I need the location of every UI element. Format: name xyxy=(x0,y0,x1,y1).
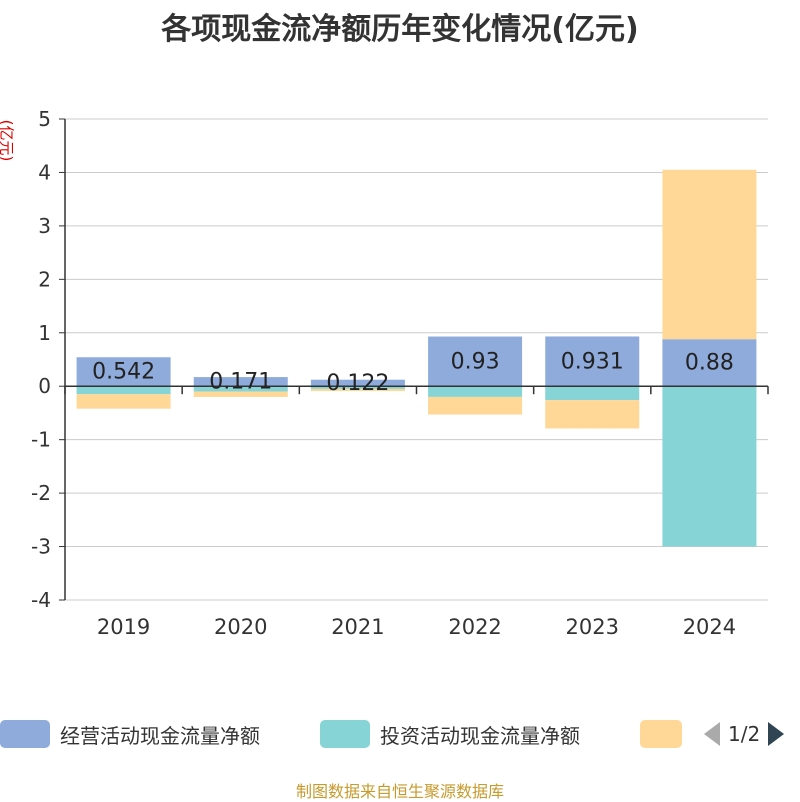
y-tick-label: -4 xyxy=(31,588,51,612)
bar-financing-2023 xyxy=(545,400,640,429)
legend: 经营活动现金流量净额 投资活动现金流量净额 1/2 xyxy=(0,716,800,752)
data-label-2024: 0.88 xyxy=(685,351,734,376)
y-tick-label: 2 xyxy=(38,267,51,291)
y-tick-label: -3 xyxy=(31,535,51,559)
legend-item-investing[interactable]: 投资活动现金流量净额 xyxy=(320,716,580,752)
bar-investing-2021 xyxy=(310,386,405,389)
legend-swatch-investing xyxy=(320,720,370,748)
data-label-2023: 0.931 xyxy=(561,349,624,374)
bar-operating-2021 xyxy=(310,379,405,387)
y-axis-unit: (亿元) xyxy=(0,119,16,162)
pager-next-icon[interactable] xyxy=(766,720,786,748)
x-tick-label-2023: 2023 xyxy=(566,615,619,639)
y-tick-label: -2 xyxy=(31,481,51,505)
x-tick-label-2024: 2024 xyxy=(683,615,736,639)
x-tick-label-2021: 2021 xyxy=(331,615,384,639)
bar-investing-2022 xyxy=(428,386,523,397)
bar-operating-2022 xyxy=(428,336,523,387)
legend-swatch-operating xyxy=(0,720,50,748)
pager-prev-icon[interactable] xyxy=(702,720,722,748)
bar-financing-2022 xyxy=(428,396,523,415)
y-tick-label: 1 xyxy=(38,321,51,345)
chart-area: 5 4 3 2 1 0 -1 -2 -3 -4 0.542 0.171 0.122 0.93 0.931 0.… xyxy=(31,107,769,639)
bar-investing-2019 xyxy=(76,386,171,395)
data-label-2020: 0.171 xyxy=(209,370,272,395)
y-tick-label: 5 xyxy=(38,107,51,131)
chart-title: 各项现金流净额历年变化情况(亿元) xyxy=(161,12,639,47)
x-tick-label-2020: 2020 xyxy=(214,615,267,639)
pager-text: 1/2 xyxy=(728,722,761,746)
legend-pager: 1/2 xyxy=(702,716,786,752)
y-tick-label: 0 xyxy=(38,374,51,398)
bar-investing-2020 xyxy=(193,386,288,392)
bar-financing-2024 xyxy=(662,169,757,340)
data-label-2022: 0.93 xyxy=(451,349,500,374)
legend-label-investing: 投资活动现金流量净额 xyxy=(380,723,580,748)
legend-item-financing[interactable] xyxy=(640,716,682,752)
bar-financing-2019 xyxy=(76,394,171,409)
data-label-2021: 0.122 xyxy=(326,371,389,396)
bar-operating-2024 xyxy=(662,339,757,387)
bar-investing-2024 xyxy=(662,386,757,547)
bar-operating-2019 xyxy=(76,357,171,387)
x-tick-label-2022: 2022 xyxy=(448,615,501,639)
y-tick-label: 3 xyxy=(38,214,51,238)
bar-financing-2021 xyxy=(310,388,405,392)
legend-swatch-financing xyxy=(640,720,682,748)
bar-operating-2020 xyxy=(193,377,288,387)
legend-item-operating[interactable]: 经营活动现金流量净额 xyxy=(0,716,260,752)
data-source: 制图数据来自恒生聚源数据库 xyxy=(295,782,504,801)
y-tick-label: -1 xyxy=(31,428,51,452)
y-tick-label: 4 xyxy=(38,160,51,184)
bar-investing-2023 xyxy=(545,386,640,401)
bar-operating-2023 xyxy=(545,336,640,387)
bar-financing-2020 xyxy=(193,391,288,397)
legend-label-operating: 经营活动现金流量净额 xyxy=(60,723,260,748)
x-tick-label-2019: 2019 xyxy=(97,615,150,639)
data-label-2019: 0.542 xyxy=(92,360,155,385)
